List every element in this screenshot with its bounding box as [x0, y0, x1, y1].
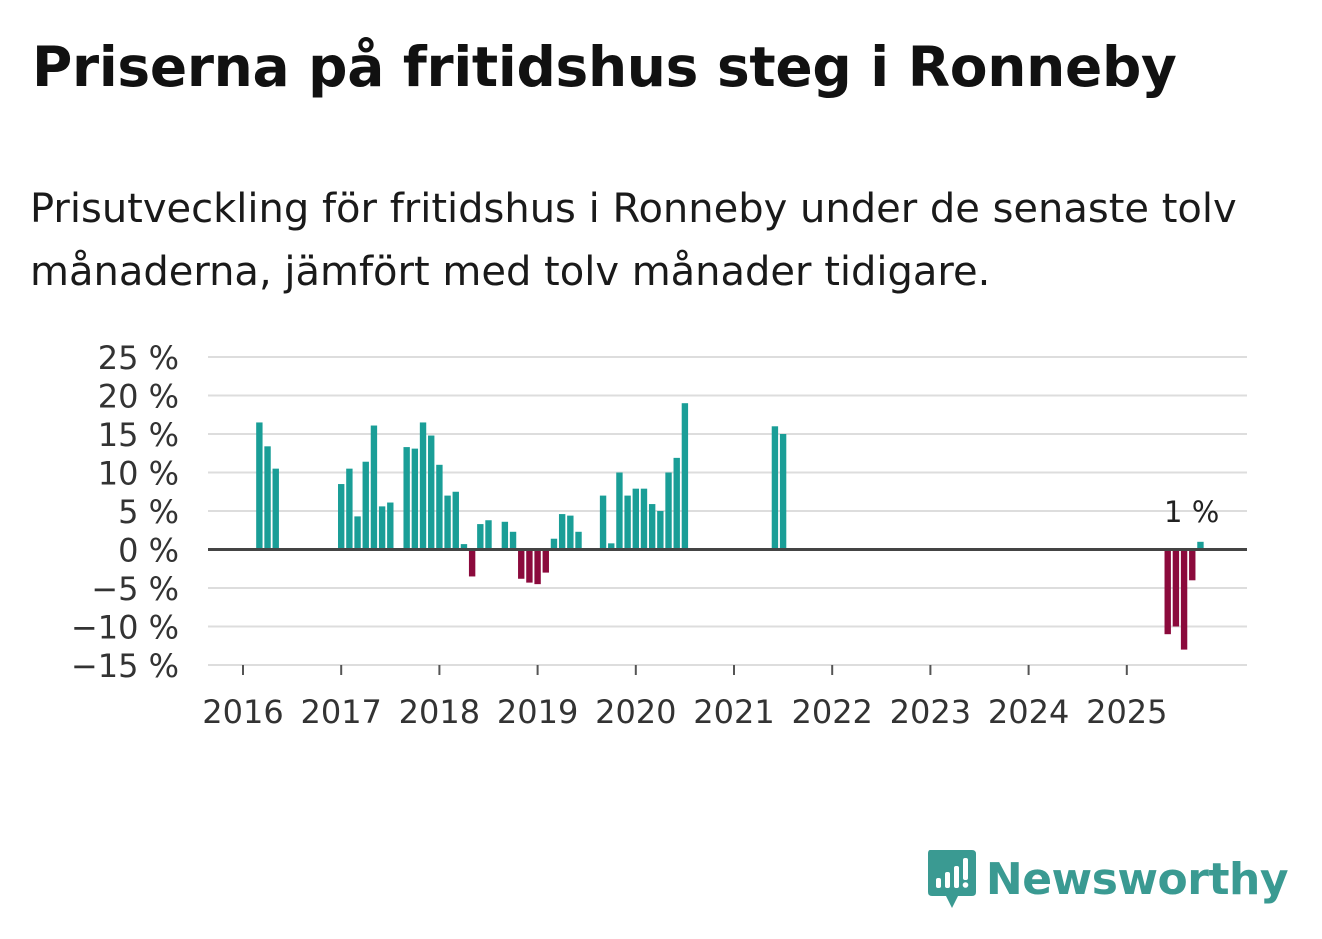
bar	[624, 495, 631, 550]
bar	[419, 422, 427, 550]
bar	[509, 531, 517, 550]
bar	[575, 531, 582, 550]
y-tick-label: 15 %	[98, 416, 179, 454]
y-tick-label: −15 %	[71, 647, 179, 685]
bar	[648, 504, 656, 550]
bar	[673, 457, 680, 550]
chart-subtitle: Prisutveckling för fritidshus i Ronneby …	[30, 186, 1237, 295]
x-tick-label: 2020	[595, 693, 676, 731]
bar	[608, 543, 615, 550]
y-tick-label: −5 %	[91, 570, 179, 608]
chart-title: Priserna på fritidshus steg i Ronneby	[32, 35, 1177, 99]
x-tick-label: 2024	[988, 693, 1069, 731]
bar	[665, 472, 672, 550]
bar	[501, 521, 509, 550]
brand-name: Newsworthy	[985, 853, 1289, 905]
x-tick-label: 2019	[497, 693, 578, 731]
bar	[534, 549, 541, 585]
x-tick-label: 2016	[202, 693, 283, 731]
bar	[370, 425, 378, 550]
bar	[526, 549, 533, 583]
bar	[338, 484, 345, 550]
bar	[468, 549, 476, 577]
brand-logo: Newsworthy	[926, 848, 1289, 910]
bar-chart: 25 %20 %15 %10 %5 %0 %−5 %−10 %−15 % 2016…	[71, 339, 1247, 731]
y-tick-label: 25 %	[98, 339, 179, 377]
bar	[599, 495, 607, 550]
y-tick-label: −10 %	[71, 609, 179, 647]
x-tick-label: 2018	[399, 693, 480, 731]
value-annotation: 1 %	[1164, 495, 1219, 529]
y-tick-label: 5 %	[118, 493, 179, 531]
bar	[411, 448, 419, 550]
y-tick-label: 10 %	[98, 455, 179, 493]
x-tick-label: 2025	[1086, 693, 1167, 731]
bar	[477, 524, 484, 550]
bar	[1180, 549, 1188, 650]
bar	[256, 422, 263, 550]
bar	[378, 506, 386, 550]
bar	[550, 538, 558, 550]
newsworthy-logo-icon	[927, 850, 976, 908]
y-tick-label: 20 %	[98, 378, 179, 416]
bar	[640, 488, 648, 550]
bar	[460, 544, 468, 550]
bar	[657, 511, 664, 550]
x-tick-label: 2023	[890, 693, 971, 731]
x-tick-label: 2021	[693, 693, 774, 731]
bar	[632, 488, 639, 550]
bar	[354, 516, 361, 550]
bar	[436, 464, 443, 550]
bar	[616, 472, 623, 550]
bar	[1164, 549, 1171, 635]
y-tick-label: 0 %	[118, 532, 179, 570]
bar	[771, 426, 779, 550]
bar	[272, 468, 279, 550]
x-tick-label: 2017	[300, 693, 381, 731]
bar	[542, 549, 549, 573]
bar	[1189, 549, 1196, 581]
bar	[567, 515, 574, 550]
bar	[779, 434, 787, 550]
bar	[346, 468, 353, 550]
bar	[518, 549, 525, 579]
bar	[264, 446, 271, 550]
bar	[428, 435, 435, 550]
bar	[387, 502, 394, 550]
bar	[444, 495, 451, 550]
bar	[452, 491, 459, 550]
bar	[681, 403, 689, 550]
bar	[485, 520, 492, 550]
x-tick-label: 2022	[791, 693, 872, 731]
bar	[403, 447, 410, 550]
bar	[362, 461, 369, 550]
bar	[558, 514, 566, 550]
bar	[1172, 549, 1180, 627]
bar	[1197, 541, 1204, 550]
